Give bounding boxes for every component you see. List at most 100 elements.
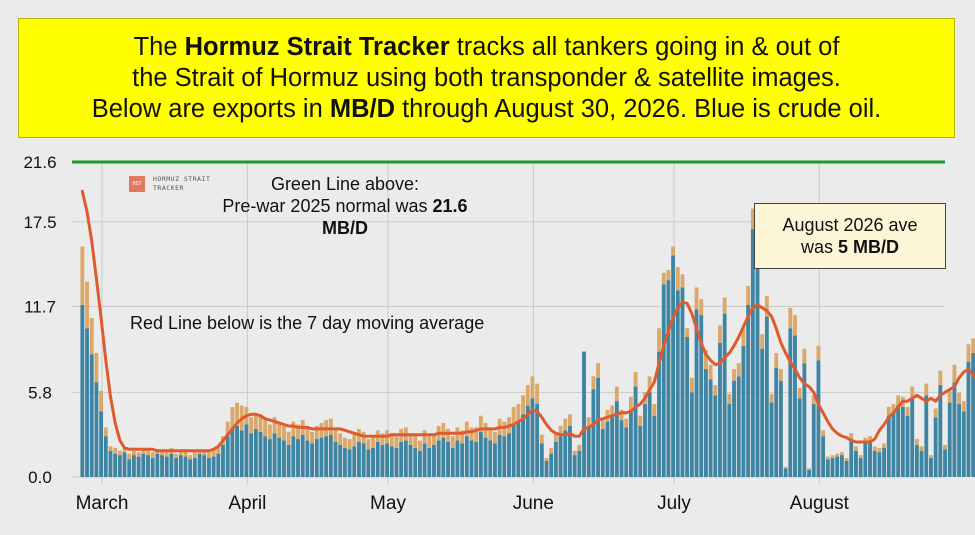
crude-bar — [338, 444, 343, 477]
other-bar — [666, 269, 671, 281]
other-bar — [943, 444, 947, 450]
crude-bar — [591, 389, 596, 477]
other-bar — [830, 455, 835, 459]
other-bar — [591, 376, 596, 390]
other-bar — [127, 453, 132, 460]
crude-bar — [385, 443, 390, 477]
other-bar — [694, 287, 699, 310]
crude-bar — [755, 262, 760, 477]
crude-bar — [896, 405, 901, 477]
other-bar — [389, 433, 394, 447]
other-bar — [647, 376, 652, 393]
x-tick-label: June — [513, 493, 554, 514]
crude-bar — [413, 447, 418, 477]
other-bar — [736, 363, 741, 377]
crude-bar — [675, 290, 680, 477]
other-bar — [905, 407, 910, 416]
logo-text-line-1: HORMUZ STRAIT — [153, 175, 211, 183]
other-bar — [216, 446, 221, 454]
other-bar — [839, 452, 844, 456]
crude-bar — [305, 440, 310, 477]
crude-bar — [666, 280, 671, 477]
other-bar — [521, 395, 525, 415]
other-bar — [474, 427, 479, 442]
crude-bar — [868, 442, 872, 477]
x-tick-label: July — [657, 493, 691, 514]
crude-bar — [239, 430, 244, 477]
crude-bar — [657, 351, 661, 477]
crude-bar — [563, 430, 568, 477]
other-bar — [614, 386, 619, 402]
banner-line-1: The Hormuz Strait Tracker tracks all tan… — [134, 32, 840, 63]
other-bar — [333, 428, 338, 442]
other-bar — [558, 425, 563, 437]
crude-bar — [821, 436, 826, 477]
crude-bar — [432, 444, 436, 477]
crude-bar — [352, 446, 357, 477]
other-bar — [530, 376, 535, 399]
crude-bar — [708, 379, 713, 477]
x-tick-label: April — [228, 493, 266, 514]
crude-bar — [178, 455, 183, 477]
crude-bar — [905, 415, 910, 477]
other-bar — [94, 353, 99, 383]
crude-bar — [661, 284, 666, 477]
crude-bar — [300, 434, 305, 477]
other-bar — [924, 383, 929, 396]
other-bar — [146, 450, 150, 456]
banner-text: Below are exports in — [91, 94, 330, 123]
banner-text: The — [133, 32, 185, 61]
other-bar — [868, 436, 872, 442]
other-bar — [877, 447, 882, 453]
crude-bar — [103, 436, 108, 477]
crude-bar — [614, 401, 619, 477]
other-bar — [849, 433, 854, 440]
crude-bar — [638, 425, 643, 477]
other-bar — [783, 466, 788, 469]
other-bar — [896, 395, 901, 406]
green-note-text: Pre-war 2025 normal was — [222, 196, 433, 216]
other-bar — [549, 447, 554, 454]
crude-bar — [291, 436, 296, 477]
other-bar — [689, 377, 694, 393]
crude-bar — [328, 434, 333, 477]
crude-bar — [858, 458, 863, 477]
crude-bar — [582, 351, 586, 477]
other-bar — [774, 353, 779, 368]
other-bar — [835, 453, 840, 457]
aug-box-value: 5 MB/D — [838, 237, 900, 257]
other-bar — [699, 299, 704, 316]
other-bar — [657, 328, 661, 352]
other-bar — [886, 407, 891, 416]
crude-bar — [722, 313, 727, 477]
crude-bar — [244, 424, 249, 477]
other-bar — [394, 436, 399, 448]
other-bar — [207, 452, 211, 459]
crude-bar — [549, 453, 554, 477]
other-bar — [910, 386, 915, 399]
crude-bar — [914, 444, 919, 477]
crude-bar — [249, 433, 254, 477]
crude-bar — [919, 450, 924, 477]
crude-bar — [568, 425, 572, 477]
crude-bar — [957, 404, 962, 477]
crude-bar — [793, 335, 797, 477]
red-line-note: Red Line below is the 7 day moving avera… — [130, 313, 485, 333]
crude-bar — [553, 442, 558, 477]
crude-bar — [417, 450, 422, 477]
crude-bar — [319, 437, 324, 477]
crude-bar — [160, 455, 164, 477]
crude-bar — [924, 395, 929, 477]
other-bar — [718, 325, 722, 343]
other-bar — [788, 307, 793, 329]
other-bar — [619, 409, 624, 421]
other-bar — [286, 431, 291, 445]
other-bar — [380, 433, 385, 445]
crude-bar — [961, 411, 966, 477]
crude-bar — [900, 407, 905, 477]
crude-bar — [685, 337, 690, 477]
other-bar — [108, 446, 113, 451]
other-bar — [493, 431, 497, 444]
other-bar — [516, 404, 521, 422]
crude-bar — [488, 440, 493, 477]
